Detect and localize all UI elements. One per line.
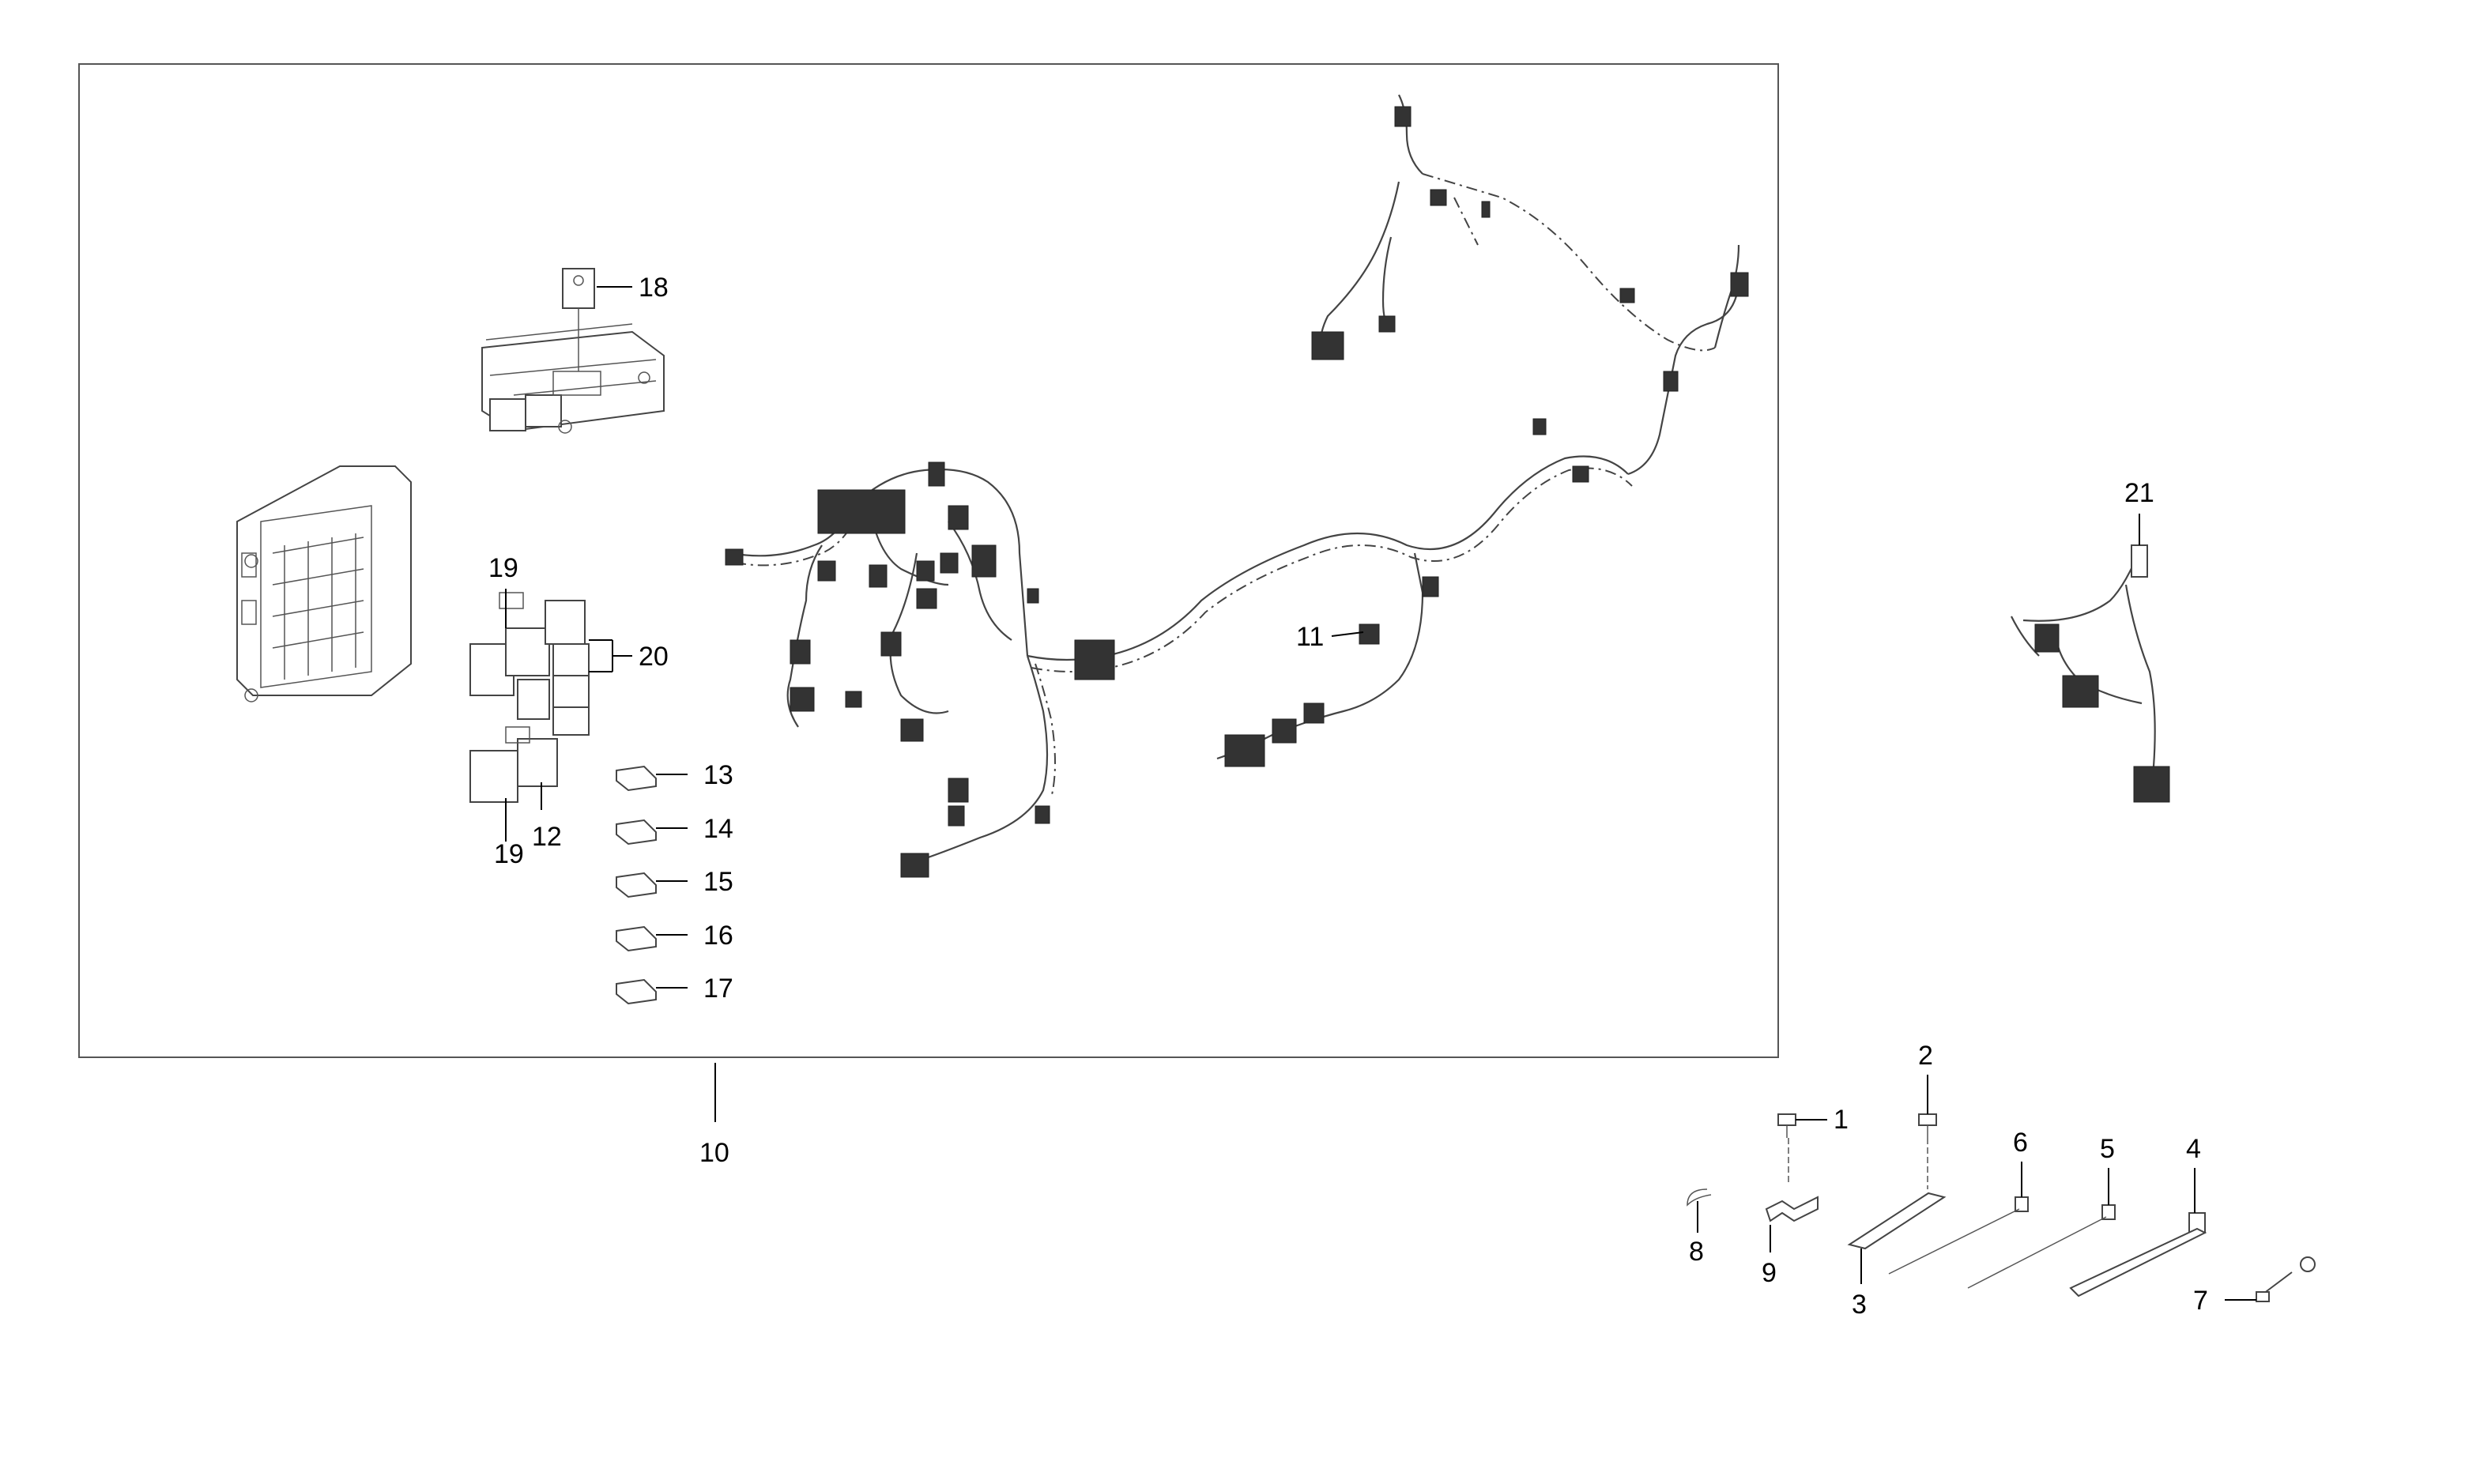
relay-cluster <box>469 592 590 803</box>
bracket-9 <box>1765 1196 1819 1222</box>
callout-21: 21 <box>2124 478 2154 508</box>
fuse-box-body <box>236 465 412 702</box>
callout-1: 1 <box>1834 1105 1849 1135</box>
callout-6: 6 <box>2013 1128 2028 1158</box>
callout-3: 3 <box>1852 1290 1867 1320</box>
callout-2: 2 <box>1918 1041 1933 1071</box>
callout-5: 5 <box>2100 1134 2115 1164</box>
callout-13: 13 <box>703 760 733 790</box>
cable-tie-4 <box>2069 1212 2207 1298</box>
callout-4: 4 <box>2186 1134 2201 1164</box>
callout-19-top: 19 <box>488 553 518 583</box>
callout-20: 20 <box>639 642 669 672</box>
callout-8: 8 <box>1689 1237 1704 1267</box>
callout-19-bottom: 19 <box>494 839 524 869</box>
fuse-14 <box>616 819 657 846</box>
fuse-17 <box>616 978 657 1005</box>
harness-assembly-frame <box>78 63 1779 1122</box>
fuse-15 <box>616 872 657 898</box>
callout-7: 7 <box>2193 1286 2208 1316</box>
relay-bracket <box>481 268 665 434</box>
callout-18: 18 <box>639 273 669 303</box>
grommet-7 <box>2256 1256 2316 1302</box>
sub-harness-21 <box>2011 544 2170 803</box>
callout-10: 10 <box>699 1138 729 1168</box>
callout-14: 14 <box>703 814 733 844</box>
leader-lines <box>505 286 2256 1301</box>
callout-16: 16 <box>703 921 733 951</box>
plate-3 <box>1847 1192 1947 1250</box>
callout-11: 11 <box>1296 622 1324 652</box>
callout-labels: 18 19 20 19 12 13 14 15 16 17 11 10 21 1… <box>488 273 2208 1320</box>
callout-15: 15 <box>703 867 733 897</box>
fuse-16 <box>616 925 657 952</box>
callout-17: 17 <box>703 974 733 1004</box>
cable-tie-5 <box>1967 1204 2116 1289</box>
callout-9: 9 <box>1762 1258 1777 1288</box>
harness-connectors <box>725 106 1749 878</box>
bolt-2 <box>1918 1113 1937 1189</box>
clip-8 <box>1687 1188 1712 1207</box>
fuse-13 <box>616 765 657 792</box>
main-wiring-harness <box>730 94 1740 863</box>
callout-12: 12 <box>532 822 562 852</box>
bolt-1 <box>1777 1113 1796 1185</box>
